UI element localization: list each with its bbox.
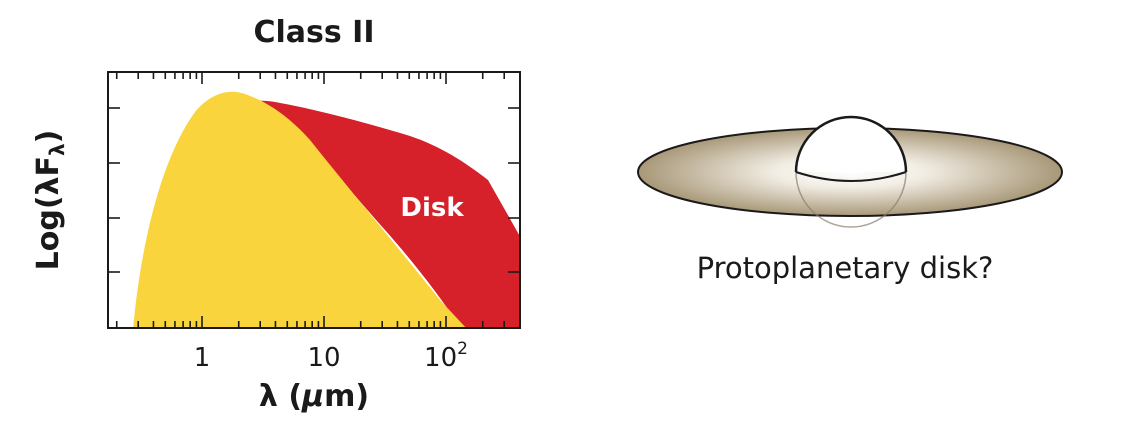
sed-regions — [133, 92, 522, 330]
illustration-caption: Protoplanetary disk? — [697, 251, 994, 285]
x-tick-label: 10 — [307, 343, 340, 373]
x-axis-label-italic: μ — [301, 379, 324, 414]
protoplanetary-disk-illustration — [638, 117, 1062, 227]
x-axis-label: λ (μm) — [259, 379, 369, 414]
y-axis-label: Log(λFλ) — [31, 130, 69, 271]
disk-label: Disk — [400, 193, 464, 223]
x-tick-label: 102 — [424, 339, 468, 373]
x-tick-labels: 1 10 102 — [194, 339, 468, 373]
x-axis-label-end: m) — [324, 379, 369, 414]
y-axis-label-end: ) — [31, 130, 66, 144]
plot-title: Class II — [253, 15, 374, 50]
x-axis-label-main: λ ( — [259, 379, 302, 414]
star-dome — [796, 117, 906, 172]
y-axis-label-main: Log(λF — [31, 156, 66, 270]
x-tick-label: 1 — [194, 343, 211, 373]
y-axis-label-sub: λ — [45, 143, 69, 156]
